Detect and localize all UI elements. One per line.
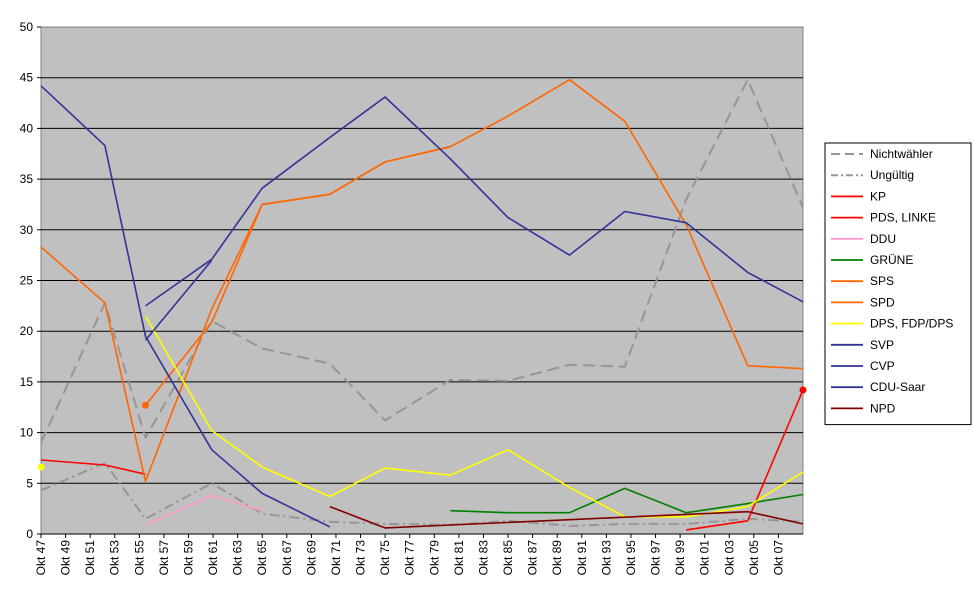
y-tick-label: 20 bbox=[20, 324, 34, 338]
legend-box bbox=[824, 142, 972, 426]
x-tick-label: Okt 97 bbox=[649, 540, 663, 576]
y-tick-label: 5 bbox=[26, 476, 33, 490]
series-line-cvp bbox=[144, 259, 213, 341]
series-line-svp bbox=[40, 85, 331, 528]
y-axis: 0 5 10 15 20 25 30 35 40 45 50 bbox=[20, 20, 41, 541]
x-tick-label: Okt 93 bbox=[599, 540, 613, 576]
legend-entry-cvp: CVP bbox=[831, 359, 895, 373]
series-line-pds-linke bbox=[686, 389, 804, 531]
legend-entry-svp: SVP bbox=[831, 338, 894, 352]
x-tick-label: Okt 85 bbox=[501, 540, 515, 576]
y-tick-label: 25 bbox=[20, 274, 34, 288]
y-tick-label: 45 bbox=[20, 71, 34, 85]
series-line-ddu bbox=[145, 494, 263, 526]
x-tick-label: Okt 47 bbox=[34, 540, 48, 576]
legend-entry-npd: NPD bbox=[831, 401, 896, 415]
x-tick-label: Okt 63 bbox=[231, 540, 245, 576]
legend-label: Ungültig bbox=[870, 168, 914, 182]
series-line-npd bbox=[329, 505, 804, 529]
x-tick-label: Okt 53 bbox=[108, 540, 122, 576]
legend-entry-gruene: GRÜNE bbox=[831, 253, 913, 267]
legend-label: SPS bbox=[870, 274, 894, 288]
legend-label: DDU bbox=[870, 232, 896, 246]
x-tick-label: Okt 71 bbox=[329, 540, 343, 576]
x-tick-label: Okt 01 bbox=[698, 540, 712, 576]
legend-entry-dps-fdp-dps: DPS, FDP/DPS bbox=[831, 317, 953, 331]
legend-label: CDU-Saar bbox=[870, 380, 925, 394]
y-tick-label: 50 bbox=[20, 20, 34, 34]
legend-label: NPD bbox=[870, 401, 896, 415]
data-point-spd bbox=[141, 401, 149, 409]
x-tick-label: Okt 75 bbox=[378, 540, 392, 576]
x-tick-label: Okt 59 bbox=[181, 540, 195, 576]
x-tick-label: Okt 55 bbox=[132, 540, 146, 576]
legend-label: PDS, LINKE bbox=[870, 211, 936, 225]
legend-label: KP bbox=[870, 189, 886, 203]
legend-entry-pds-linke: PDS, LINKE bbox=[831, 211, 936, 225]
legend-entry-ungueltig: Ungültig bbox=[831, 168, 914, 182]
series-line-dps-fdp-dps bbox=[144, 315, 804, 518]
legend-label: CVP bbox=[870, 359, 895, 373]
x-tick-label: Okt 65 bbox=[255, 540, 269, 576]
y-tick-label: 10 bbox=[20, 426, 34, 440]
y-tick-label: 0 bbox=[26, 527, 33, 541]
legend-label: Nichtwähler bbox=[870, 147, 933, 161]
x-tick-label: Okt 99 bbox=[673, 540, 687, 576]
x-tick-label: Okt 91 bbox=[575, 540, 589, 576]
legend-label: SPD bbox=[870, 295, 895, 309]
x-tick-label: Okt 67 bbox=[280, 540, 294, 576]
x-tick-label: Okt 81 bbox=[452, 540, 466, 576]
x-tick-label: Okt 95 bbox=[624, 540, 638, 576]
legend-label: DPS, FDP/DPS bbox=[870, 317, 953, 331]
y-tick-label: 35 bbox=[20, 172, 34, 186]
series-markers bbox=[37, 386, 807, 471]
y-tick-label: 15 bbox=[20, 375, 34, 389]
series-line-nichtwaehler bbox=[40, 78, 804, 444]
y-tick-label: 40 bbox=[20, 121, 34, 135]
series-line-cdu-saar bbox=[145, 96, 804, 307]
x-tick-label: Okt 77 bbox=[403, 540, 417, 576]
legend-label: SVP bbox=[870, 338, 894, 352]
x-tick-label: Okt 89 bbox=[550, 540, 564, 576]
data-point-pds-linke bbox=[799, 386, 807, 394]
x-tick-label: Okt 51 bbox=[83, 540, 97, 576]
series-line-kp bbox=[40, 459, 146, 475]
y-tick-label: 30 bbox=[20, 223, 34, 237]
series-line-gruene bbox=[450, 487, 804, 514]
data-point-dps-fdp-dps bbox=[37, 463, 45, 471]
x-axis: Okt 47 Okt 49 Okt 51 Okt 53 Okt 55 Okt 57 Okt … bbox=[34, 533, 803, 576]
legend-label: GRÜNE bbox=[870, 253, 913, 267]
x-tick-label: Okt 79 bbox=[427, 540, 441, 576]
x-tick-label: Okt 03 bbox=[722, 540, 736, 576]
x-tick-label: Okt 61 bbox=[206, 540, 220, 576]
x-tick-label: Okt 83 bbox=[476, 540, 490, 576]
legend-entry-nichtwaehler: Nichtwähler bbox=[831, 147, 933, 161]
series-lines bbox=[40, 78, 804, 531]
legend-entry-sps: SPS bbox=[831, 274, 894, 288]
series-line-ungueltig bbox=[40, 462, 804, 527]
x-tick-label: Okt 07 bbox=[771, 540, 785, 576]
x-tick-label: Okt 69 bbox=[304, 540, 318, 576]
legend-entry-kp: KP bbox=[831, 189, 886, 203]
x-tick-label: Okt 49 bbox=[59, 540, 73, 576]
x-tick-label: Okt 87 bbox=[526, 540, 540, 576]
series-line-spd bbox=[144, 78, 804, 406]
legend-entry-cdu-saar: CDU-Saar bbox=[831, 380, 925, 394]
legend: Nichtwähler Ungültig KP PDS, LINKE DDU GRÜNE S… bbox=[824, 142, 972, 426]
x-tick-label: Okt 73 bbox=[354, 540, 368, 576]
x-tick-label: Okt 57 bbox=[157, 540, 171, 576]
legend-entry-ddu: DDU bbox=[831, 232, 896, 246]
legend-entry-spd: SPD bbox=[831, 295, 895, 309]
x-tick-label: Okt 05 bbox=[747, 540, 761, 576]
